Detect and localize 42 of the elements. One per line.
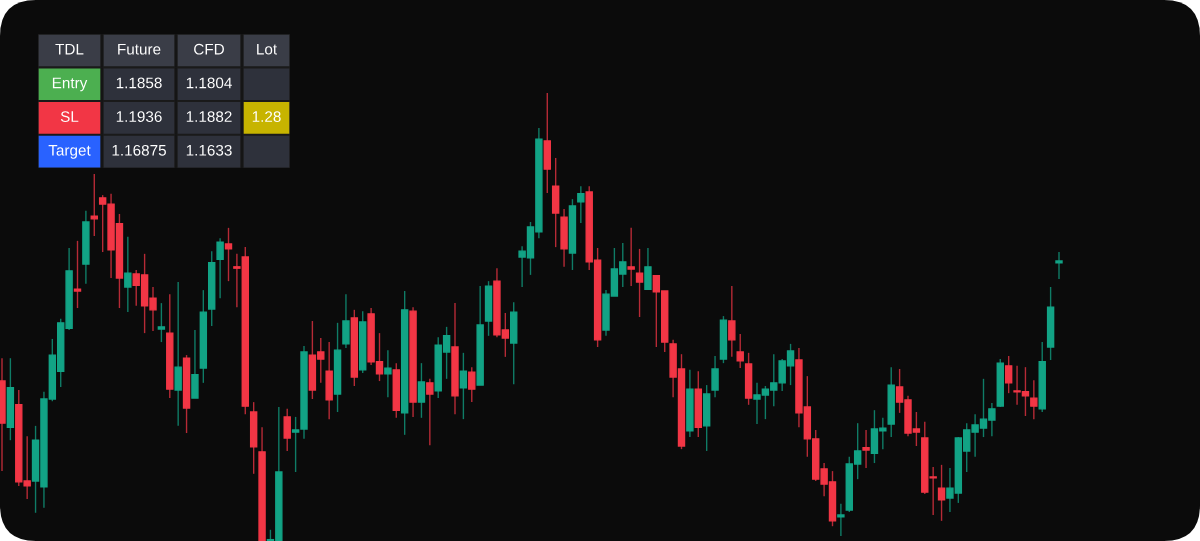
candlestick xyxy=(384,349,392,398)
candlestick xyxy=(468,366,476,403)
candlestick xyxy=(1055,251,1063,280)
candlestick xyxy=(216,237,224,299)
candlestick xyxy=(736,333,744,369)
candlestick xyxy=(124,236,132,313)
candlestick xyxy=(224,227,233,282)
candlestick xyxy=(577,185,585,224)
candlestick xyxy=(417,362,426,419)
category-label: Entry xyxy=(52,77,88,92)
category-label: CFD xyxy=(194,43,224,55)
candlestick xyxy=(644,247,652,290)
candlestick xyxy=(837,503,845,537)
candlestick xyxy=(711,355,719,398)
category-label: Future xyxy=(118,43,161,55)
candlestick xyxy=(1030,379,1038,420)
candlestick xyxy=(157,302,166,343)
candlestick xyxy=(283,408,291,452)
text: 1.28 xyxy=(252,111,281,122)
candlestick xyxy=(728,285,736,358)
text: 1.1882 xyxy=(186,111,232,122)
text: 1.1858 xyxy=(116,77,162,89)
candlestick xyxy=(1004,355,1013,394)
candlestick xyxy=(73,240,82,309)
candlestick xyxy=(459,352,468,420)
category-label: SL xyxy=(60,111,79,122)
text: TDL xyxy=(55,43,84,55)
candlestick xyxy=(635,248,644,318)
text: 1.1804 xyxy=(186,77,232,89)
text: 1.1936 xyxy=(116,111,162,122)
text: 1.16875 xyxy=(112,144,166,156)
candlestick xyxy=(937,464,946,522)
candlestick xyxy=(174,281,182,427)
text: 1.1633 xyxy=(186,144,232,156)
candlestick xyxy=(627,227,635,287)
candlestick xyxy=(90,173,98,237)
category-label: Target xyxy=(48,145,91,159)
candlestick xyxy=(426,378,434,446)
candlestick xyxy=(342,293,350,349)
category-label: Lot xyxy=(257,43,278,55)
candlestick xyxy=(862,429,870,469)
candlestick xyxy=(191,329,199,399)
